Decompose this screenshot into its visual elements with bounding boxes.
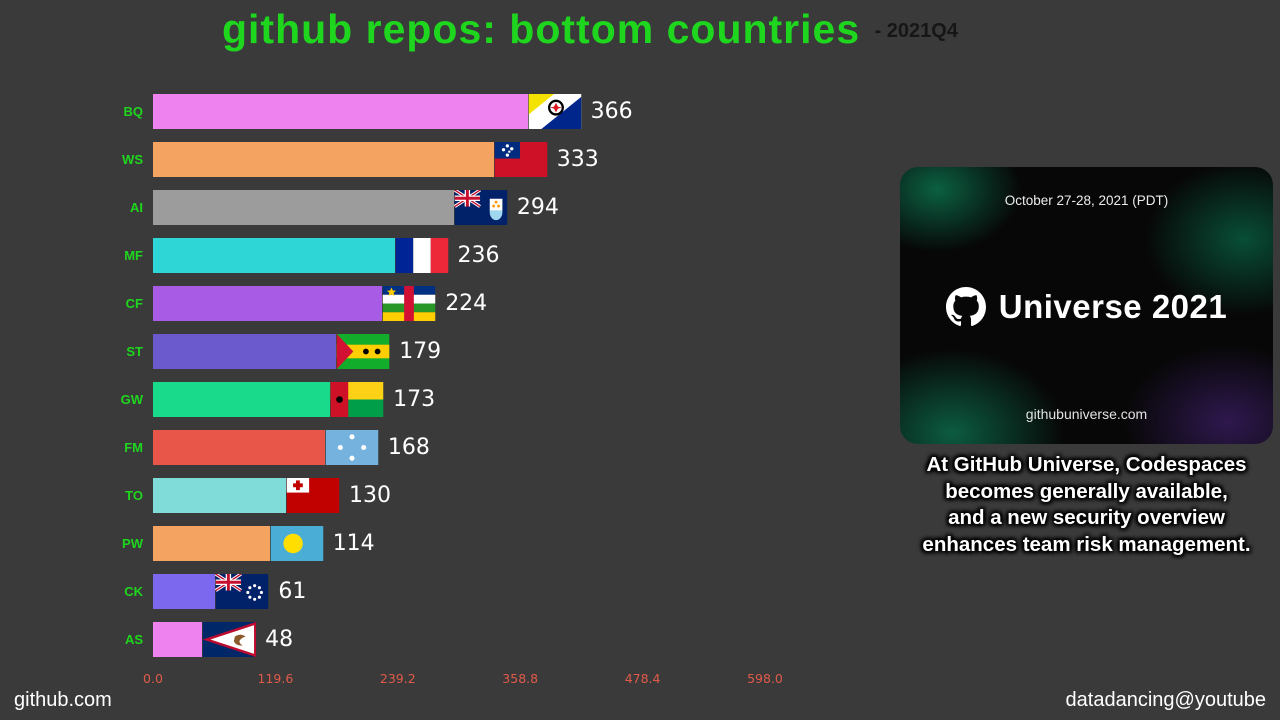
flag-cook-islands-icon [215, 573, 269, 609]
country-label-to: TO [125, 487, 143, 503]
bar-ws [153, 141, 494, 177]
chart-row: MF 236 [0, 231, 840, 279]
x-tick-label: 478.4 [624, 671, 661, 686]
chart-row: TO 130 [0, 471, 840, 519]
x-tick-label: 0.0 [143, 671, 163, 686]
chart-row: ST 179 [0, 327, 840, 375]
event-url: githubuniverse.com [1025, 406, 1148, 422]
bar-value-bq: 366 [590, 98, 633, 124]
x-tick-label: 119.6 [257, 671, 294, 686]
brand-name: Universe 2021 [998, 288, 1228, 325]
flag-palau-icon [270, 525, 324, 561]
chart-row: BQ 366 [0, 87, 840, 135]
chart-title-row: github repos: bottom countries - 2021Q4 [0, 6, 1180, 53]
bar-rows: BQ 366 WS 333 AI 294 MF 236 CF 224 ST 179 GW 173 FM 168… [0, 87, 840, 663]
flag-samoa-icon [494, 141, 548, 177]
country-label-cf: CF [125, 295, 143, 311]
chart-period: - 2021Q4 [874, 20, 958, 42]
bar-value-cf: 224 [445, 290, 488, 316]
x-tick-label: 598.0 [747, 671, 783, 686]
event-date: October 27-28, 2021 (PDT) [1004, 193, 1169, 208]
bar-value-pw: 114 [332, 530, 375, 556]
bar-pw [153, 525, 270, 561]
country-label-pw: PW [122, 535, 143, 551]
bar-value-fm: 168 [387, 434, 430, 460]
flag-american-samoa-icon [202, 621, 257, 657]
country-label-as: AS [124, 631, 143, 647]
bar-value-mf: 236 [457, 242, 500, 268]
channel-credit: datadancing@youtube [1065, 689, 1266, 711]
bar-as [153, 621, 203, 657]
bar-bq [153, 93, 528, 129]
flag-sao-tome-and-principe-icon [336, 333, 390, 369]
chart-row: GW 173 [0, 375, 840, 423]
github-universe-card: October 27-28, 2021 (PDT) Universe 2021 … [900, 167, 1273, 444]
bar-to [153, 477, 286, 513]
news-caption: At GitHub Universe, Codespaces becomes g… [922, 453, 1251, 556]
bar-value-ws: 333 [556, 146, 599, 172]
country-label-ws: WS [122, 151, 143, 167]
flag-micronesia-icon [325, 429, 379, 465]
country-label-bq: BQ [123, 103, 144, 119]
source-credit: github.com [14, 689, 112, 711]
bar-value-as: 48 [265, 626, 294, 652]
flag-guinea-bissau-icon [330, 381, 384, 417]
bar-value-to: 130 [349, 482, 391, 508]
brand-row: Universe 2021 [945, 287, 1228, 327]
x-tick-label: 358.8 [502, 671, 539, 686]
bar-mf [153, 237, 395, 273]
x-axis: 0.0 119.6 239.2 358.8 478.4 598.0 [0, 669, 840, 691]
chart-title: github repos: bottom countries [222, 6, 861, 52]
github-logo-icon [945, 287, 986, 327]
country-label-gw: GW [120, 391, 143, 407]
bar-ai [153, 189, 454, 225]
bar-fm [153, 429, 325, 465]
bar-chart: BQ 366 WS 333 AI 294 MF 236 CF 224 ST 179 GW 173 FM 168… [0, 87, 840, 691]
bar-gw [153, 381, 331, 417]
country-label-mf: MF [124, 247, 143, 263]
chart-row: FM 168 [0, 423, 840, 471]
bar-value-st: 179 [399, 338, 442, 364]
flag-bonaire-icon [528, 93, 582, 129]
bar-value-ck: 61 [278, 578, 307, 604]
country-label-st: ST [126, 343, 143, 359]
chart-row: CK 61 [0, 567, 840, 615]
chart-row: CF 224 [0, 279, 840, 327]
bar-cf [153, 285, 383, 321]
chart-row: WS 333 [0, 135, 840, 183]
flag-anguilla-icon [453, 189, 508, 225]
country-label-fm: FM [124, 439, 143, 455]
flag-saint-martin-france-icon [395, 237, 449, 273]
bar-value-ai: 294 [516, 194, 559, 220]
bar-value-gw: 173 [393, 386, 436, 412]
chart-row: AI 294 [0, 183, 840, 231]
x-tick-label: 239.2 [379, 671, 416, 686]
flag-tonga-icon [286, 477, 340, 513]
country-label-ck: CK [124, 583, 143, 599]
chart-row: PW 114 [0, 519, 840, 567]
flag-central-african-republic-icon [382, 285, 436, 321]
chart-row: AS 48 [0, 615, 840, 663]
bar-ck [153, 573, 216, 609]
country-label-ai: AI [130, 199, 143, 215]
bar-st [153, 333, 337, 369]
